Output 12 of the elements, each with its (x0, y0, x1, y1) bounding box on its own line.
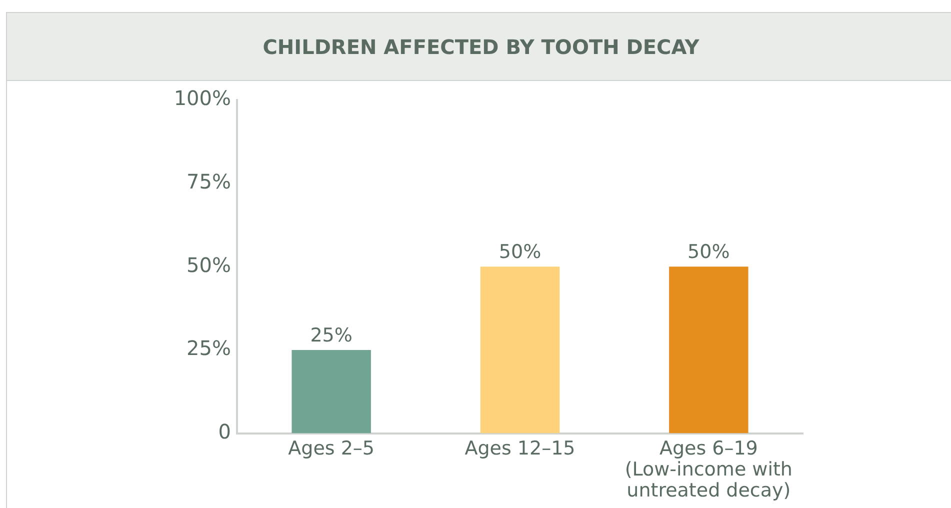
x-tick-label: Ages 6–19 (Low-income with untreated decay) (624, 438, 792, 502)
y-tick-label: 50% (186, 252, 231, 277)
data-label: 50% (498, 241, 542, 264)
y-tick-label: 75% (186, 170, 231, 194)
x-tick-label: Ages 12–15 (464, 438, 576, 460)
data-label: 50% (688, 241, 730, 264)
data-label: 25% (310, 324, 352, 346)
y-tick-label: 100% (174, 86, 231, 110)
chart-title: CHILDREN AFFECTED BY TOOTH DECAY (262, 34, 700, 58)
x-tick-label: Ages 2–5 (288, 438, 375, 460)
y-tick-label: 25% (186, 336, 231, 360)
y-tick-label: 0 (218, 420, 231, 444)
